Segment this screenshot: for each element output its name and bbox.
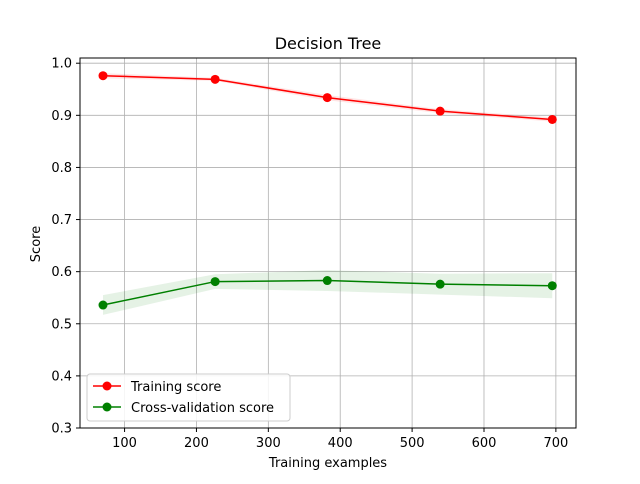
y-tick-label: 0.7 [51, 213, 72, 228]
y-tick-label: 0.8 [51, 161, 72, 176]
x-tick-label: 500 [400, 436, 425, 451]
y-tick-label: 0.3 [51, 422, 72, 437]
data-point-cross-validation [547, 281, 557, 291]
x-axis-ticks: 100 200 300 400 500 600 700 [112, 428, 568, 451]
legend-marker-training [102, 381, 112, 391]
data-point-training [322, 93, 332, 103]
y-tick-label: 0.5 [51, 317, 72, 332]
x-tick-label: 700 [543, 436, 568, 451]
legend-label-cross-validation: Cross-validation score [131, 401, 274, 416]
y-axis-label: Score [29, 226, 44, 262]
legend-label-training: Training score [130, 380, 221, 395]
x-tick-label: 300 [256, 436, 281, 451]
y-tick-label: 1.0 [51, 57, 72, 72]
x-tick-label: 400 [328, 436, 353, 451]
data-point-training [98, 71, 108, 81]
data-point-training [435, 106, 445, 116]
chart-title: Decision Tree [275, 34, 382, 53]
data-point-cross-validation [98, 300, 108, 310]
x-tick-label: 200 [184, 436, 209, 451]
data-point-training [210, 74, 220, 84]
data-point-training [547, 114, 557, 124]
x-axis-label: Training examples [268, 456, 387, 471]
plot-frame [79, 57, 577, 429]
data-point-cross-validation [322, 276, 332, 286]
y-tick-label: 0.4 [51, 369, 72, 384]
x-tick-label: 600 [472, 436, 497, 451]
legend-box [86, 373, 291, 422]
y-axis-ticks: 0.3 0.4 0.5 0.6 0.7 0.8 0.9 1.0 [51, 57, 80, 437]
data-point-cross-validation [210, 277, 220, 287]
legend-entry-training: Training score [93, 380, 221, 395]
y-tick-label: 0.9 [51, 109, 72, 124]
legend-marker-cross-validation [102, 402, 112, 412]
series-markers [98, 71, 557, 310]
data-point-cross-validation [435, 279, 445, 289]
legend: Training score Cross-validation score [86, 373, 291, 422]
legend-entry-cross-validation: Cross-validation score [93, 401, 274, 416]
y-tick-label: 0.6 [51, 265, 72, 280]
x-tick-label: 100 [112, 436, 137, 451]
